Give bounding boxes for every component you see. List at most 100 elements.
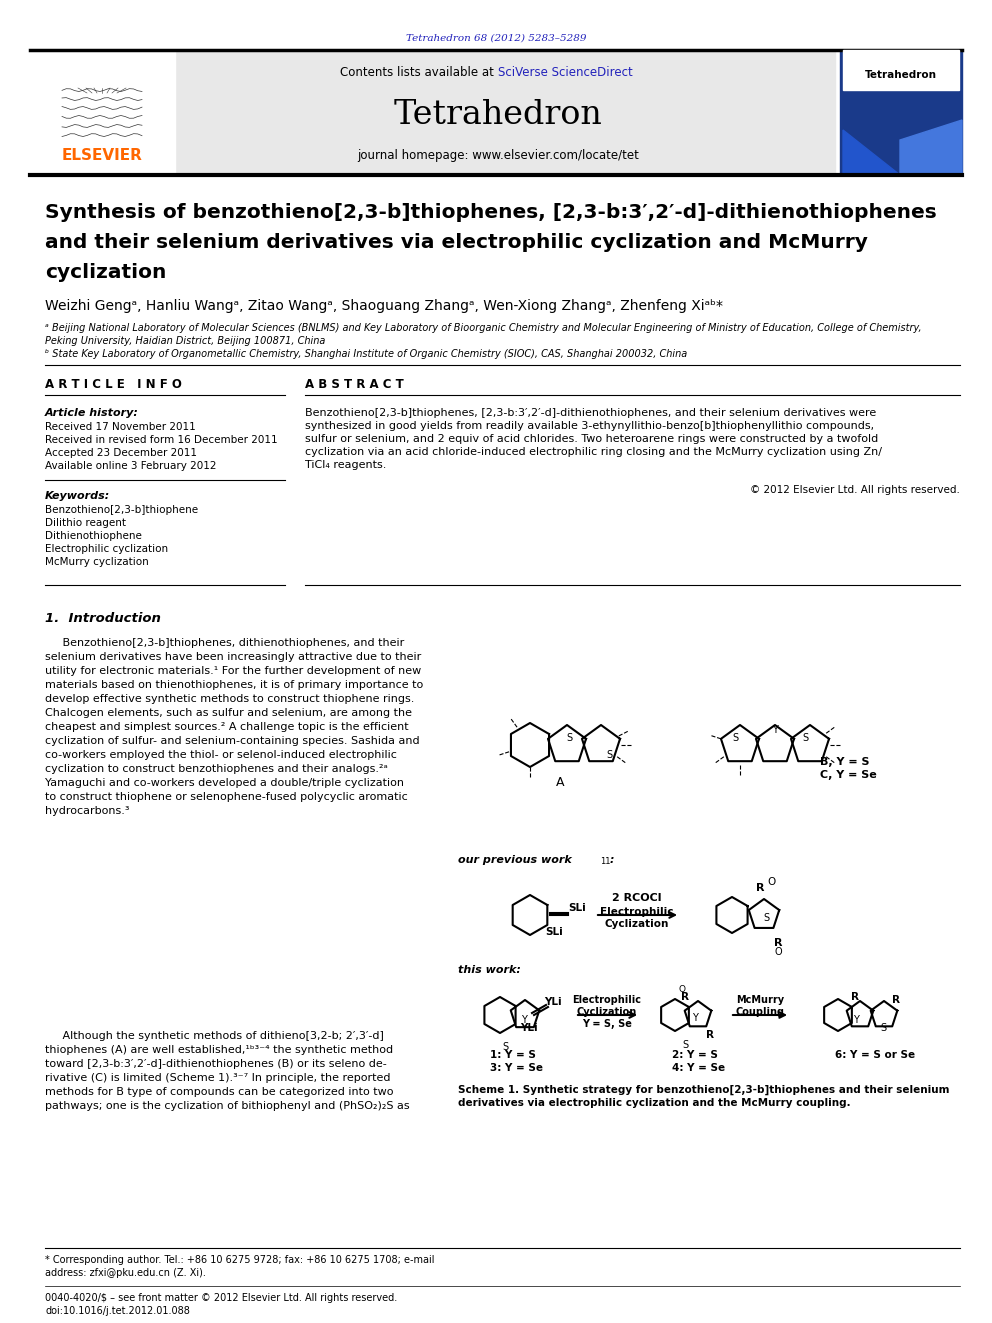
Text: S: S: [566, 733, 572, 744]
Text: pathways; one is the cyclization of bithiophenyl and (PhSO₂)₂S as: pathways; one is the cyclization of bith…: [45, 1101, 410, 1111]
Polygon shape: [843, 130, 900, 175]
Text: S: S: [682, 1040, 688, 1050]
Text: O: O: [679, 986, 685, 995]
Text: our previous work: our previous work: [458, 855, 571, 865]
Text: Tetrahedron 68 (2012) 5283–5289: Tetrahedron 68 (2012) 5283–5289: [406, 33, 586, 42]
Text: YLi: YLi: [520, 1023, 538, 1033]
Text: Y = S, Se: Y = S, Se: [582, 1019, 632, 1029]
Text: Weizhi Gengᵃ, Hanliu Wangᵃ, Zitao Wangᵃ, Shaoguang Zhangᵃ, Wen-Xiong Zhangᵃ, Zhe: Weizhi Gengᵃ, Hanliu Wangᵃ, Zitao Wangᵃ,…: [45, 299, 723, 314]
Text: utility for electronic materials.¹ For the further development of new: utility for electronic materials.¹ For t…: [45, 665, 422, 676]
Text: Benzothieno[2,3-b]thiophene: Benzothieno[2,3-b]thiophene: [45, 505, 198, 515]
Text: * Corresponding author. Tel.: +86 10 6275 9728; fax: +86 10 6275 1708; e-mail: * Corresponding author. Tel.: +86 10 627…: [45, 1256, 434, 1265]
Text: Chalcogen elements, such as sulfur and selenium, are among the: Chalcogen elements, such as sulfur and s…: [45, 708, 412, 718]
Text: methods for B type of compounds can be categorized into two: methods for B type of compounds can be c…: [45, 1088, 394, 1097]
Text: selenium derivatives have been increasingly attractive due to their: selenium derivatives have been increasin…: [45, 652, 422, 662]
Text: Y: Y: [853, 1015, 859, 1025]
Text: Peking University, Haidian District, Beijing 100871, China: Peking University, Haidian District, Bei…: [45, 336, 325, 347]
Text: 2 RCOCl: 2 RCOCl: [612, 893, 662, 904]
Text: 6: Y = S or Se: 6: Y = S or Se: [835, 1050, 916, 1060]
Text: Y: Y: [692, 1013, 698, 1023]
Text: cyclization via an acid chloride-induced electrophilic ring closing and the McMu: cyclization via an acid chloride-induced…: [305, 447, 882, 456]
Polygon shape: [900, 120, 962, 175]
Text: S: S: [763, 913, 769, 923]
Text: R: R: [851, 992, 859, 1002]
Text: R: R: [681, 992, 689, 1002]
Text: this work:: this work:: [458, 964, 521, 975]
Text: S: S: [880, 1023, 886, 1033]
Bar: [840, 50, 962, 175]
Text: Dithienothiophene: Dithienothiophene: [45, 531, 142, 541]
Text: Yamaguchi and co-workers developed a double/triple cyclization: Yamaguchi and co-workers developed a dou…: [45, 778, 404, 789]
Text: Cyclization: Cyclization: [605, 919, 670, 929]
Text: Keywords:: Keywords:: [45, 491, 110, 501]
Text: R: R: [774, 938, 783, 949]
Text: McMurry: McMurry: [736, 995, 784, 1005]
Text: :: :: [610, 855, 614, 865]
Text: Benzothieno[2,3-b]thiophenes, [2,3-b:3′,2′-d]-dithienothiophenes, and their sele: Benzothieno[2,3-b]thiophenes, [2,3-b:3′,…: [305, 407, 876, 418]
Text: ᵇ State Key Laboratory of Organometallic Chemistry, Shanghai Institute of Organi: ᵇ State Key Laboratory of Organometallic…: [45, 349, 687, 359]
Text: Y: Y: [521, 1015, 527, 1025]
Text: © 2012 Elsevier Ltd. All rights reserved.: © 2012 Elsevier Ltd. All rights reserved…: [750, 486, 960, 495]
Text: Electrophilic: Electrophilic: [600, 908, 674, 917]
Text: address: zfxi@pku.edu.cn (Z. Xi).: address: zfxi@pku.edu.cn (Z. Xi).: [45, 1267, 206, 1278]
Text: A R T I C L E   I N F O: A R T I C L E I N F O: [45, 378, 182, 392]
Text: R: R: [706, 1031, 714, 1040]
Text: R: R: [756, 882, 764, 893]
Text: cheapest and simplest sources.² A challenge topic is the efficient: cheapest and simplest sources.² A challe…: [45, 722, 409, 732]
Text: toward [2,3-b:3′,2′-d]-dithienothiophenes (B) or its seleno de-: toward [2,3-b:3′,2′-d]-dithienothiophene…: [45, 1058, 387, 1069]
Text: to construct thiophene or selenophene-fused polycyclic aromatic: to construct thiophene or selenophene-fu…: [45, 792, 408, 802]
Text: Electrophilic cyclization: Electrophilic cyclization: [45, 544, 168, 554]
Text: cyclization: cyclization: [45, 263, 167, 283]
Text: Received in revised form 16 December 2011: Received in revised form 16 December 201…: [45, 435, 278, 445]
Text: Benzothieno[2,3-b]thiophenes, dithienothiophenes, and their: Benzothieno[2,3-b]thiophenes, dithienoth…: [45, 638, 405, 648]
Text: A B S T R A C T: A B S T R A C T: [305, 378, 404, 392]
Text: 11: 11: [600, 857, 610, 867]
Text: Article history:: Article history:: [45, 407, 139, 418]
Bar: [458, 650, 955, 845]
Text: materials based on thienothiophenes, it is of primary importance to: materials based on thienothiophenes, it …: [45, 680, 424, 691]
Text: S: S: [606, 750, 612, 759]
Text: Y: Y: [772, 725, 778, 736]
Text: Although the synthetic methods of dithieno[3,2-b; 2′,3′-d]: Although the synthetic methods of dithie…: [45, 1031, 384, 1041]
Text: Cyclization: Cyclization: [577, 1007, 637, 1017]
Text: 1: Y = S: 1: Y = S: [490, 1050, 536, 1060]
Text: TiCl₄ reagents.: TiCl₄ reagents.: [305, 460, 386, 470]
Text: hydrocarbons.³: hydrocarbons.³: [45, 806, 130, 816]
Text: Contents lists available at: Contents lists available at: [340, 66, 498, 78]
Text: O: O: [768, 877, 776, 886]
Text: Accepted 23 December 2011: Accepted 23 December 2011: [45, 448, 197, 458]
Text: 3: Y = Se: 3: Y = Se: [490, 1062, 543, 1073]
Text: journal homepage: www.elsevier.com/locate/tet: journal homepage: www.elsevier.com/locat…: [357, 148, 639, 161]
Text: ᵃ Beijing National Laboratory of Molecular Sciences (BNLMS) and Key Laboratory o: ᵃ Beijing National Laboratory of Molecul…: [45, 323, 922, 333]
Text: R: R: [892, 995, 900, 1005]
Text: Scheme 1. Synthetic strategy for benzothieno[2,3-b]thiophenes and their selenium: Scheme 1. Synthetic strategy for benzoth…: [458, 1085, 949, 1095]
Text: co-workers employed the thiol- or selenol-induced electrophilic: co-workers employed the thiol- or seleno…: [45, 750, 397, 759]
Text: S: S: [732, 733, 738, 744]
Text: SLi: SLi: [568, 904, 585, 913]
Bar: [843, 50, 959, 90]
Text: 2: Y = S: 2: Y = S: [672, 1050, 718, 1060]
Text: YLi: YLi: [544, 998, 561, 1007]
Text: Coupling: Coupling: [735, 1007, 785, 1017]
Text: ELSEVIER: ELSEVIER: [62, 147, 143, 163]
Text: sulfur or selenium, and 2 equiv of acid chlorides. Two heteroarene rings were co: sulfur or selenium, and 2 equiv of acid …: [305, 434, 878, 445]
Text: rivative (C) is limited (Scheme 1).³⁻⁷ In principle, the reported: rivative (C) is limited (Scheme 1).³⁻⁷ I…: [45, 1073, 391, 1084]
Text: Tetrahedron: Tetrahedron: [865, 70, 937, 79]
Text: SciVerse ScienceDirect: SciVerse ScienceDirect: [498, 66, 633, 78]
Text: 4: Y = Se: 4: Y = Se: [672, 1062, 725, 1073]
Text: cyclization of sulfur- and selenium-containing species. Sashida and: cyclization of sulfur- and selenium-cont…: [45, 736, 420, 746]
Bar: [30, 50, 175, 175]
Text: C, Y = Se: C, Y = Se: [820, 770, 877, 781]
Text: cyclization to construct benzothiophenes and their analogs.²ᵃ: cyclization to construct benzothiophenes…: [45, 763, 388, 774]
Text: and their selenium derivatives via electrophilic cyclization and McMurry: and their selenium derivatives via elect…: [45, 233, 868, 253]
Text: Available online 3 February 2012: Available online 3 February 2012: [45, 460, 216, 471]
Text: A: A: [556, 775, 564, 789]
Text: S: S: [802, 733, 808, 744]
Text: doi:10.1016/j.tet.2012.01.088: doi:10.1016/j.tet.2012.01.088: [45, 1306, 189, 1316]
Text: B, Y = S: B, Y = S: [820, 757, 870, 767]
Text: synthesized in good yields from readily available 3-ethynyllithio-benzo[b]thioph: synthesized in good yields from readily …: [305, 421, 874, 431]
Text: 1.  Introduction: 1. Introduction: [45, 611, 161, 624]
Text: Received 17 November 2011: Received 17 November 2011: [45, 422, 195, 433]
Text: develop effective synthetic methods to construct thiophene rings.: develop effective synthetic methods to c…: [45, 695, 415, 704]
Text: 0040-4020/$ – see front matter © 2012 Elsevier Ltd. All rights reserved.: 0040-4020/$ – see front matter © 2012 El…: [45, 1293, 397, 1303]
